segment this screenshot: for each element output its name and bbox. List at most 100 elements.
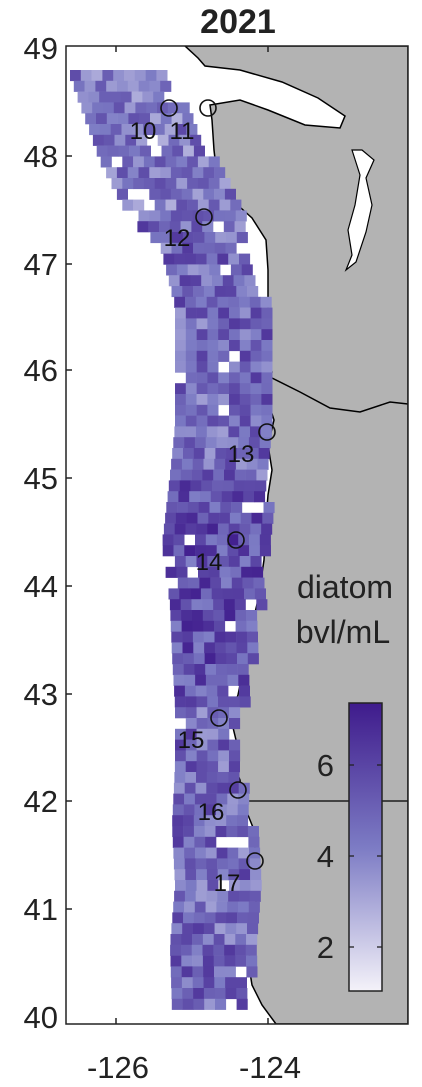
y-tick-label: 44: [24, 569, 58, 604]
grid-cell: [207, 880, 219, 892]
grid-cell: [137, 221, 149, 233]
grid-cell: [185, 404, 197, 416]
grid-cell: [256, 469, 268, 481]
grid-cell: [133, 156, 145, 168]
grid-cell: [237, 912, 249, 924]
grid-cell: [224, 210, 236, 222]
grid-cell: [206, 782, 218, 794]
grid-cell: [149, 80, 161, 92]
grid-cell: [173, 858, 185, 870]
grid-cell: [170, 210, 182, 222]
grid-cell: [226, 912, 238, 924]
grid-cell: [229, 383, 241, 395]
grid-cell: [185, 340, 197, 352]
grid-cell: [197, 199, 209, 211]
grid-cell: [174, 685, 186, 697]
grid-cell: [261, 394, 273, 406]
grid-cell: [239, 372, 251, 384]
grid-cell: [203, 167, 215, 179]
grid-cell: [248, 437, 260, 449]
grid-cell: [206, 869, 218, 881]
grid-cell: [229, 372, 241, 384]
grid-cell: [207, 340, 219, 352]
grid-cell: [208, 566, 220, 578]
grid-cell: [216, 901, 228, 913]
grid-cell: [182, 232, 194, 244]
grid-cell: [204, 642, 216, 654]
grid-cell: [214, 966, 226, 978]
station-marker: [195, 208, 213, 226]
y-tick-label: 46: [24, 353, 58, 388]
grid-cell: [202, 610, 214, 622]
grid-cell: [193, 145, 205, 157]
grid-cell: [228, 253, 240, 265]
grid-cell: [203, 977, 215, 989]
grid-cell: [205, 674, 217, 686]
grid-cell: [175, 707, 187, 719]
grid-cell: [196, 426, 208, 438]
grid-cell: [181, 188, 193, 200]
grid-cell: [150, 232, 162, 244]
grid-cell: [236, 642, 248, 654]
station-label: 12: [164, 225, 191, 252]
grid-cell: [246, 934, 258, 946]
grid-cell: [80, 70, 92, 82]
grid-cell: [185, 394, 197, 406]
grid-cell: [250, 361, 262, 373]
grid-cell: [200, 588, 212, 600]
y-tick-label: 42: [24, 784, 58, 819]
grid-cell: [228, 869, 240, 881]
grid-cell: [229, 707, 241, 719]
grid-cell: [172, 145, 184, 157]
grid-cell: [196, 307, 208, 319]
grid-cell: [192, 210, 204, 222]
grid-cell: [207, 318, 219, 330]
grid-cell: [244, 480, 256, 492]
grid-cell: [195, 296, 207, 308]
grid-cell: [213, 944, 225, 956]
grid-cell: [239, 340, 251, 352]
grid-cell: [250, 394, 262, 406]
grid-cell: [261, 404, 273, 416]
x-tick-labels: -126 -124: [87, 1050, 301, 1085]
grid-cell: [192, 610, 204, 622]
station-marker: [199, 99, 217, 117]
grid-cell: [238, 545, 250, 557]
grid-cell: [133, 178, 145, 190]
colorbar-tick-label: 4: [317, 839, 334, 874]
grid-cell: [248, 901, 260, 913]
grid-cell: [173, 674, 185, 686]
grid-cell: [207, 361, 219, 373]
grid-cell: [246, 631, 258, 643]
grid-cell: [196, 718, 208, 730]
grid-cell: [250, 318, 262, 330]
grid-cell: [185, 772, 197, 784]
grid-cell: [261, 350, 273, 362]
grid-cell: [247, 642, 259, 654]
grid-cell: [174, 761, 186, 773]
grid-cell: [70, 70, 82, 82]
grid-cell: [187, 156, 199, 168]
grid-cell: [205, 664, 217, 676]
grid-cell: [215, 232, 227, 244]
grid-cell: [110, 91, 122, 103]
grid-cell: [168, 480, 180, 492]
grid-cell: [225, 923, 237, 935]
grid-cell: [214, 620, 226, 632]
grid-cell: [143, 124, 155, 136]
grid-cell: [181, 620, 193, 632]
grid-cell: [192, 977, 204, 989]
grid-cell: [201, 275, 213, 287]
grid-cell: [239, 869, 251, 881]
grid-cell: [172, 664, 184, 676]
grid-cell: [216, 793, 228, 805]
grid-cell: [192, 631, 204, 643]
grid-cell: [237, 815, 249, 827]
grid-cell: [250, 383, 262, 395]
grid-cell: [160, 113, 172, 125]
grid-cell: [176, 264, 188, 276]
grid-cell: [235, 610, 247, 622]
grid-cell: [237, 653, 249, 665]
station-label: 10: [130, 118, 157, 145]
grid-cell: [255, 480, 267, 492]
